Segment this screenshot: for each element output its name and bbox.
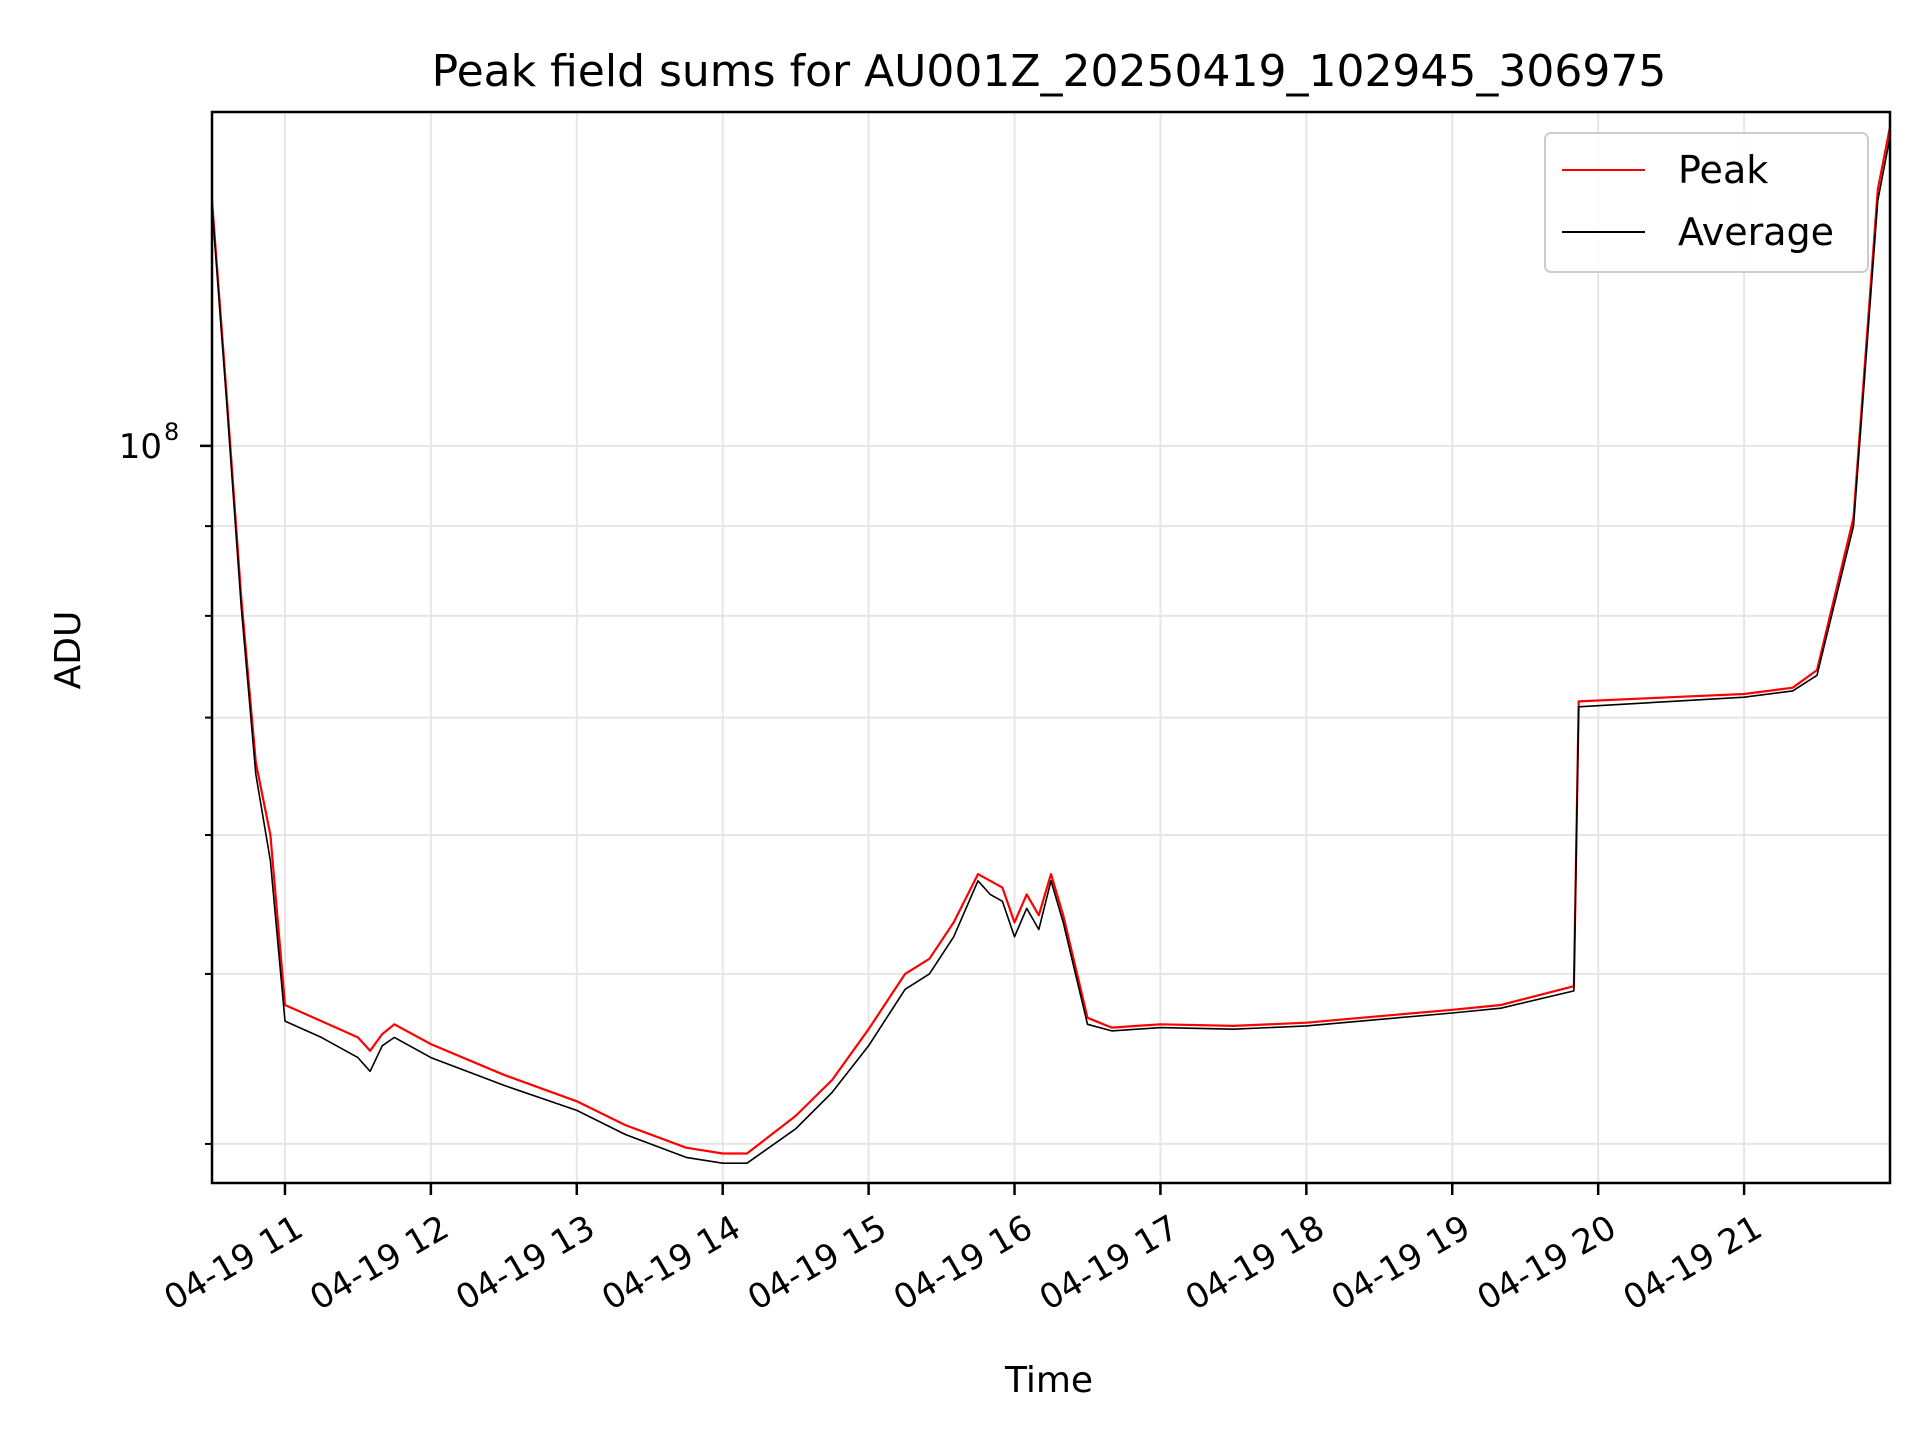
y-tick-label-base: 10 <box>119 427 162 467</box>
series-line-average <box>212 136 1890 1164</box>
legend-frame <box>1544 132 1869 273</box>
legend-label-peak: Peak <box>1678 148 1768 192</box>
y-axis-label: ADU <box>48 611 89 690</box>
x-axis-label: Time <box>1004 1360 1093 1401</box>
legend-label-average: Average <box>1678 210 1834 254</box>
legend: Peak Average <box>1544 132 1869 273</box>
plot-area-frame <box>210 110 1892 1185</box>
series-layer <box>212 126 1890 1164</box>
y-axis-ticks: 10 8 <box>119 418 212 1145</box>
y-tick-label-exponent: 8 <box>164 418 179 446</box>
grid-lines <box>212 112 1890 1183</box>
chart-title: Peak field sums for AU001Z_20250419_1029… <box>432 46 1667 97</box>
